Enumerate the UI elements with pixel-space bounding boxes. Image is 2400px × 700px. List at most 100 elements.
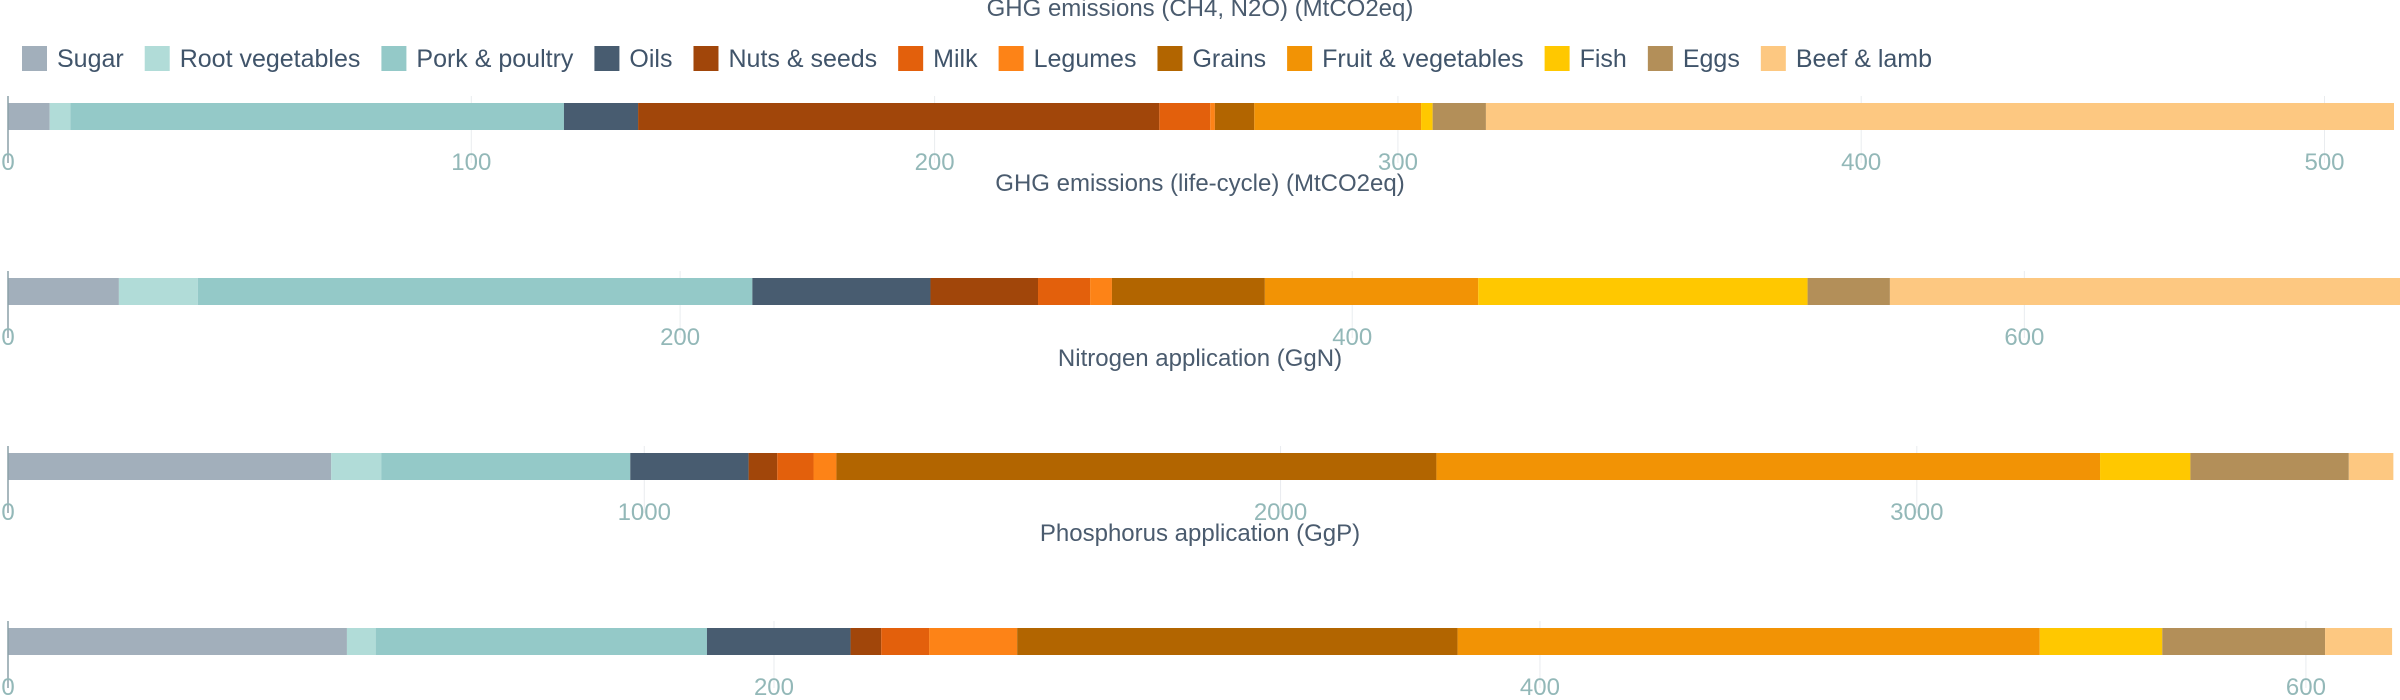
legend-swatch bbox=[594, 46, 620, 71]
legend-item-grains[interactable]: Grains bbox=[1157, 45, 1266, 73]
legend-label: Fruit & vegetables bbox=[1322, 45, 1524, 73]
bar-segment-eggs[interactable] bbox=[2190, 453, 2349, 480]
bar-segment-fish[interactable] bbox=[2039, 628, 2163, 655]
bar-segment-legumes[interactable] bbox=[1090, 278, 1112, 305]
panel-nitrogen-application-ggn: Nitrogen application (GgN) 0 1000 2000 3000 bbox=[1, 345, 2394, 526]
bar-segment-legumes[interactable] bbox=[813, 453, 837, 480]
x-tick-label: 1000 bbox=[618, 499, 671, 526]
bar-segment-sugar[interactable] bbox=[8, 628, 347, 655]
x-tick-label: 600 bbox=[2004, 324, 2044, 351]
bar-segment-grains[interactable] bbox=[1214, 103, 1255, 130]
x-tick-label: 200 bbox=[754, 674, 794, 700]
bar-segment-nuts-and-seeds[interactable] bbox=[930, 278, 1039, 305]
bar-segment-fruit-and-vegetables[interactable] bbox=[1264, 278, 1479, 305]
bar-segment-nuts-and-seeds[interactable] bbox=[850, 628, 882, 655]
bar-segment-legumes[interactable] bbox=[929, 628, 1018, 655]
x-tick-label: 300 bbox=[1378, 149, 1418, 176]
bar-segment-root-vegetables[interactable] bbox=[118, 278, 198, 305]
bar-segment-milk[interactable] bbox=[1159, 103, 1211, 130]
legend-item-eggs[interactable]: Eggs bbox=[1647, 45, 1740, 73]
bar-segment-pork-and-poultry[interactable] bbox=[381, 453, 631, 480]
bar-segment-fish[interactable] bbox=[2100, 453, 2191, 480]
legend-label: Pork & poultry bbox=[416, 45, 574, 73]
legend-label: Milk bbox=[933, 45, 978, 73]
bar-segment-milk[interactable] bbox=[1038, 278, 1091, 305]
bar-segment-grains[interactable] bbox=[836, 453, 1437, 480]
legend-swatch bbox=[144, 46, 170, 71]
x-tick-label: 100 bbox=[451, 149, 491, 176]
bar-segment-fish[interactable] bbox=[1478, 278, 1808, 305]
bar-segment-pork-and-poultry[interactable] bbox=[70, 103, 564, 130]
legend-item-sugar[interactable]: Sugar bbox=[22, 45, 124, 73]
bar-segment-fruit-and-vegetables[interactable] bbox=[1457, 628, 2040, 655]
bar-segment-grains[interactable] bbox=[1111, 278, 1265, 305]
legend-label: Sugar bbox=[57, 45, 124, 73]
legend-item-milk[interactable]: Milk bbox=[898, 45, 978, 73]
bar-segment-sugar[interactable] bbox=[8, 278, 119, 305]
legend-label: Fish bbox=[1580, 45, 1627, 73]
legend-item-pork-and-poultry[interactable]: Pork & poultry bbox=[381, 45, 574, 73]
legend-item-legumes[interactable]: Legumes bbox=[998, 45, 1137, 73]
bar-segment-oils[interactable] bbox=[563, 103, 639, 130]
bar-segment-fruit-and-vegetables[interactable] bbox=[1254, 103, 1422, 130]
bar-segment-eggs[interactable] bbox=[1807, 278, 1890, 305]
legend-label: Oils bbox=[629, 45, 672, 73]
x-tick-label: 600 bbox=[2286, 674, 2326, 700]
legend-item-beef-and-lamb[interactable]: Beef & lamb bbox=[1760, 45, 1932, 73]
bar-segment-nuts-and-seeds[interactable] bbox=[748, 453, 778, 480]
x-tick-label: 2000 bbox=[1254, 499, 1307, 526]
bar-segment-eggs[interactable] bbox=[2162, 628, 2326, 655]
bar-segment-fruit-and-vegetables[interactable] bbox=[1436, 453, 2101, 480]
bar-segment-oils[interactable] bbox=[752, 278, 931, 305]
bar-segment-fish[interactable] bbox=[1421, 103, 1433, 130]
bar-segment-root-vegetables[interactable] bbox=[49, 103, 71, 130]
legend-swatch bbox=[1760, 46, 1786, 71]
bar-segment-milk[interactable] bbox=[777, 453, 814, 480]
bar-segment-oils[interactable] bbox=[630, 453, 749, 480]
bar-segment-beef-and-lamb[interactable] bbox=[1889, 278, 2400, 305]
panel-title: GHG emissions (life-cycle) (MtCO2eq) bbox=[995, 170, 1404, 197]
legend-label: Root vegetables bbox=[180, 45, 361, 73]
legend-swatch bbox=[693, 46, 719, 71]
legend-swatch bbox=[1287, 46, 1313, 71]
legend-swatch bbox=[1647, 46, 1673, 71]
x-tick-label: 0 bbox=[1, 674, 14, 700]
bar-segment-pork-and-poultry[interactable] bbox=[375, 628, 707, 655]
panel-phosphorus-application-ggp: Phosphorus application (GgP) 0 200 400 600 bbox=[1, 520, 2393, 700]
legend-swatch bbox=[381, 46, 407, 71]
panel-ghg-emissions-ch4-n2o-mtco2eq: GHG emissions (CH4, N2O) (MtCO2eq) 0 100 20… bbox=[1, 0, 2394, 176]
bar-segment-milk[interactable] bbox=[881, 628, 930, 655]
bar-segment-sugar[interactable] bbox=[8, 453, 332, 480]
bar-segment-beef-and-lamb[interactable] bbox=[2348, 453, 2394, 480]
bar-segment-legumes[interactable] bbox=[1210, 103, 1215, 130]
legend-item-nuts-and-seeds[interactable]: Nuts & seeds bbox=[693, 45, 877, 73]
bar-segment-beef-and-lamb[interactable] bbox=[2325, 628, 2393, 655]
x-tick-label: 0 bbox=[1, 149, 14, 176]
x-tick-label: 400 bbox=[1841, 149, 1881, 176]
bar-segment-oils[interactable] bbox=[706, 628, 851, 655]
legend-item-root-vegetables[interactable]: Root vegetables bbox=[144, 45, 361, 73]
bar-segment-beef-and-lamb[interactable] bbox=[1485, 103, 2394, 130]
legend-label: Legumes bbox=[1034, 45, 1137, 73]
legend-item-fruit-and-vegetables[interactable]: Fruit & vegetables bbox=[1287, 45, 1524, 73]
x-tick-label: 200 bbox=[915, 149, 955, 176]
bar-segment-nuts-and-seeds[interactable] bbox=[638, 103, 1160, 130]
bar-segment-eggs[interactable] bbox=[1432, 103, 1486, 130]
x-tick-label: 0 bbox=[1, 499, 14, 526]
panel-ghg-emissions-life-cycle-mtco2eq: GHG emissions (life-cycle) (MtCO2eq) 0 200… bbox=[1, 170, 2400, 351]
legend-label: Eggs bbox=[1683, 45, 1740, 73]
x-tick-label: 400 bbox=[1520, 674, 1560, 700]
legend-swatch bbox=[1157, 46, 1183, 71]
bar-segment-pork-and-poultry[interactable] bbox=[197, 278, 753, 305]
legend-item-fish[interactable]: Fish bbox=[1544, 45, 1627, 73]
legend-label: Grains bbox=[1192, 45, 1266, 73]
panel-title: Nitrogen application (GgN) bbox=[1058, 345, 1342, 372]
legend-swatch bbox=[22, 46, 47, 71]
bar-segment-sugar[interactable] bbox=[8, 103, 50, 130]
bar-segment-root-vegetables[interactable] bbox=[346, 628, 376, 655]
legend-item-oils[interactable]: Oils bbox=[594, 45, 672, 73]
bar-segment-grains[interactable] bbox=[1017, 628, 1458, 655]
bar-segment-root-vegetables[interactable] bbox=[331, 453, 382, 480]
legend-swatch bbox=[1544, 46, 1570, 71]
